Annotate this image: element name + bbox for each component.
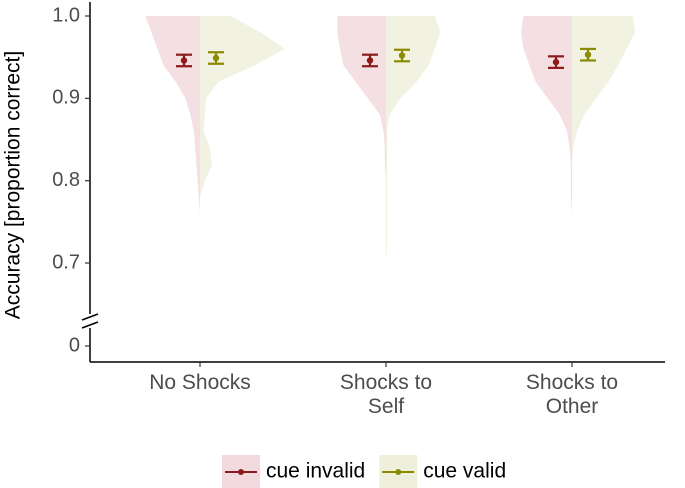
x-tick-label: Shocks to Self (339, 371, 433, 418)
y-axis-title: Accuracy [proportion correct] (2, 51, 25, 319)
mean-point (584, 51, 592, 58)
violin-half (521, 16, 572, 263)
mean-point (398, 52, 406, 59)
plot (145, 16, 636, 263)
violin-half (200, 16, 285, 263)
y-tick-label: 0 (69, 334, 80, 356)
violin-half (337, 16, 386, 263)
mean-point (180, 57, 188, 64)
legend-label: cue valid (423, 460, 506, 483)
violin-half (386, 16, 441, 263)
x-tick-label: No Shocks (149, 371, 251, 394)
y-tick-label: 1.0 (52, 4, 80, 26)
violin-half (572, 16, 636, 263)
mean-point (552, 58, 560, 66)
mean-point (212, 54, 220, 62)
mean-point (366, 57, 374, 64)
axis-break-mark (81, 321, 99, 329)
violin-half (145, 16, 200, 263)
axis-break-mark (81, 313, 99, 321)
y-tick-label: 0.8 (52, 169, 80, 191)
legend-key-point (395, 469, 402, 475)
y-tick-label: 0.7 (52, 251, 80, 273)
legend-key-point (238, 469, 244, 475)
y-tick-label: 0.9 (52, 87, 80, 109)
x-tick-label: Shocks to Other (525, 371, 619, 418)
legend-label: cue invalid (266, 460, 365, 483)
